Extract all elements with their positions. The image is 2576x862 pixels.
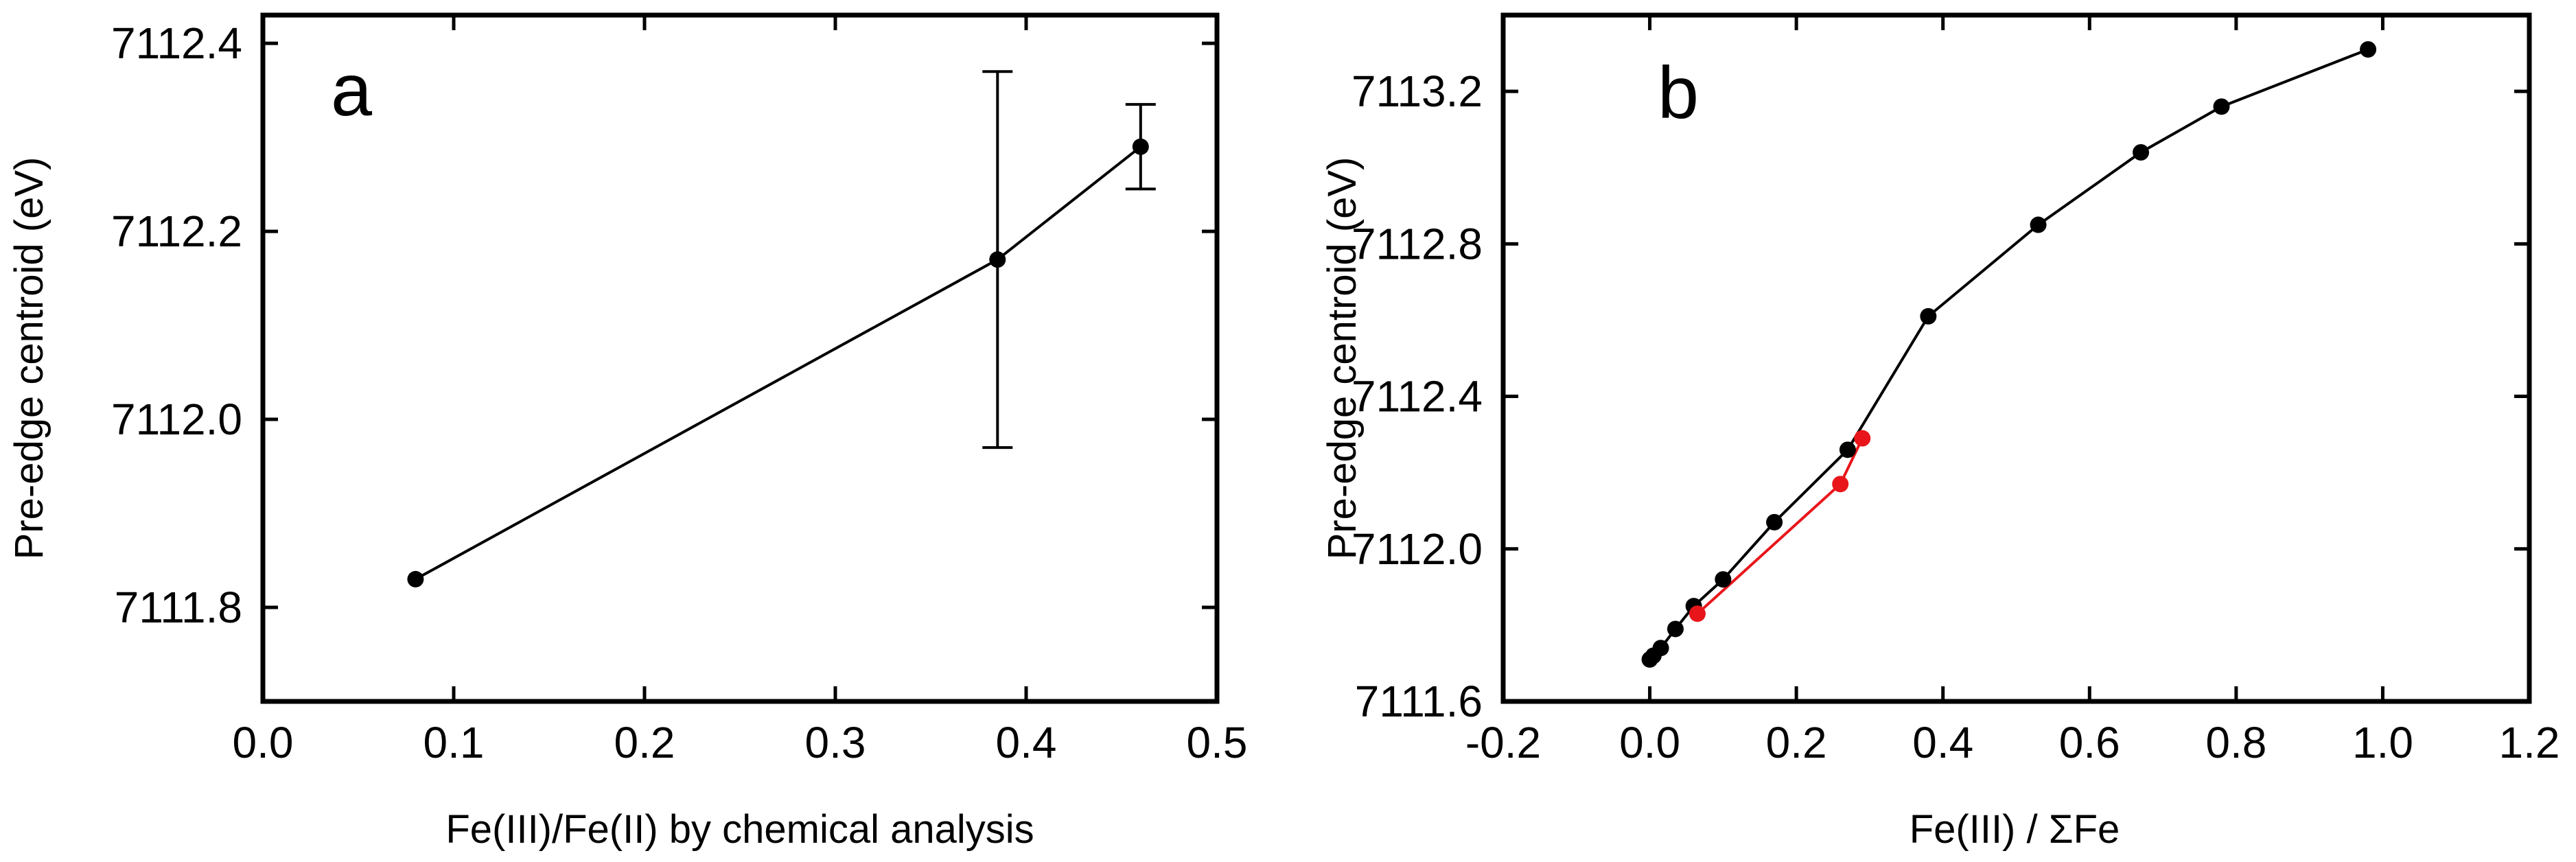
panel-b-x-tick-labels: -0.2 0.0 0.2 0.4 0.6 0.8 1.0 1.2 — [1465, 718, 2560, 767]
panel-b-y-tick-label: 7112.8 — [1351, 219, 1483, 268]
panel-b-y-axis-label: Pre-edge centroid (eV) — [1320, 157, 1365, 560]
panel-a-x-tick-label: 0.0 — [233, 718, 294, 767]
panel-b-series-0-point — [2030, 216, 2047, 233]
panel-b-series-0-point — [2213, 98, 2230, 115]
panel-a-x-tick-label: 0.2 — [614, 718, 675, 767]
panel-b-x-tick-label: -0.2 — [1465, 718, 1541, 767]
panel-b-series-0-point — [1839, 441, 1856, 458]
panel-b-y-tick-labels: 7111.6 7112.0 7112.4 7112.8 7113.2 — [1351, 67, 1483, 726]
panel-a-plot-frame — [260, 12, 1220, 704]
panel-b-x-tick-label: 1.0 — [2352, 718, 2413, 767]
panel-b-x-tick-label: 0.6 — [2059, 718, 2120, 767]
panel-b-y-tick-label: 7111.6 — [1355, 677, 1483, 726]
panel-b-series-1-point — [1832, 476, 1849, 493]
panel-a-y-tick-label: 7111.8 — [115, 583, 242, 632]
panel-a-series-lines — [415, 145, 1142, 581]
panel-a-letter: a — [331, 48, 373, 131]
panel-b-series-0-point — [1920, 307, 1937, 325]
panel-b-x-tick-label: 0.2 — [1766, 718, 1827, 767]
panel-a-x-tick-label: 0.4 — [996, 718, 1057, 767]
panel-a-series-0-point — [989, 251, 1006, 268]
panel-b-x-tick-label: 0.4 — [1912, 718, 1973, 767]
panel-a-x-ticks — [261, 15, 1219, 701]
panel-b-x-tick-label: 1.2 — [2499, 718, 2560, 767]
panel-b-y-ticks — [1503, 89, 2529, 703]
panel-b-series-0-point — [2360, 41, 2377, 58]
panel-b-x-axis-label: Fe(III) / ΣFe — [1910, 807, 2120, 852]
panel-b-series-lines — [1649, 48, 2369, 661]
panel-a-y-ticks — [263, 41, 1217, 609]
panel-a-y-tick-label: 7112.4 — [111, 19, 242, 68]
panel-b-y-tick-label: 7112.4 — [1351, 372, 1483, 421]
panel-a-series-0-point — [1132, 138, 1149, 155]
panel-a-x-tick-labels: 0.0 0.1 0.2 0.3 0.4 0.5 — [233, 718, 1248, 767]
panel-b-series-0-line — [1649, 48, 2369, 661]
panel-a-x-axis-label: Fe(III)/Fe(II) by chemical analysis — [445, 807, 1034, 852]
panel-a-x-tick-label: 0.1 — [423, 718, 485, 767]
panel-b-plot-frame — [1500, 12, 2532, 704]
panel-b: -0.2 0.0 0.2 0.4 0.6 0.8 1.0 1.2 7111.67112.071… — [1320, 12, 2560, 852]
panel-b-series-0-point — [1715, 571, 1732, 588]
panel-b-series-0-point — [1652, 640, 1669, 657]
panel-b-y-tick-label: 7113.2 — [1351, 67, 1483, 116]
panel-a-series-0-point — [407, 570, 424, 587]
panel-a-y-tick-label: 7112.2 — [111, 207, 242, 256]
panel-a-y-tick-label: 7112.0 — [111, 395, 242, 444]
panel-b-x-ticks — [1501, 15, 2531, 701]
panel-b-x-tick-label: 0.8 — [2205, 718, 2266, 767]
panel-a-x-tick-label: 0.3 — [805, 718, 866, 767]
panel-a-error-bars — [982, 70, 1156, 450]
panel-a-x-tick-label: 0.5 — [1187, 718, 1248, 767]
panel-b-series-1-point — [1689, 605, 1706, 622]
panel-b-y-tick-label: 7112.0 — [1351, 524, 1483, 574]
panel-b-points — [1641, 41, 2377, 668]
panel-a-y-axis-label: Pre-edge centroid (eV) — [7, 157, 51, 560]
panel-a: 0.0 0.1 0.2 0.3 0.4 0.5 7111.87112.07112.2711… — [7, 12, 1248, 852]
panel-b-letter: b — [1658, 51, 1699, 134]
panel-b-series-0-point — [2133, 144, 2150, 161]
panel-a-y-tick-labels: 7111.8 7112.0 7112.2 7112.4 — [111, 19, 242, 632]
panel-b-series-0-point — [1667, 620, 1684, 638]
panel-a-points — [407, 138, 1149, 587]
panel-b-series-1-point — [1854, 430, 1871, 447]
panel-b-series-0-point — [1766, 513, 1783, 531]
panel-b-x-tick-label: 0.0 — [1619, 718, 1680, 767]
panel-a-series-0-line — [415, 145, 1142, 581]
